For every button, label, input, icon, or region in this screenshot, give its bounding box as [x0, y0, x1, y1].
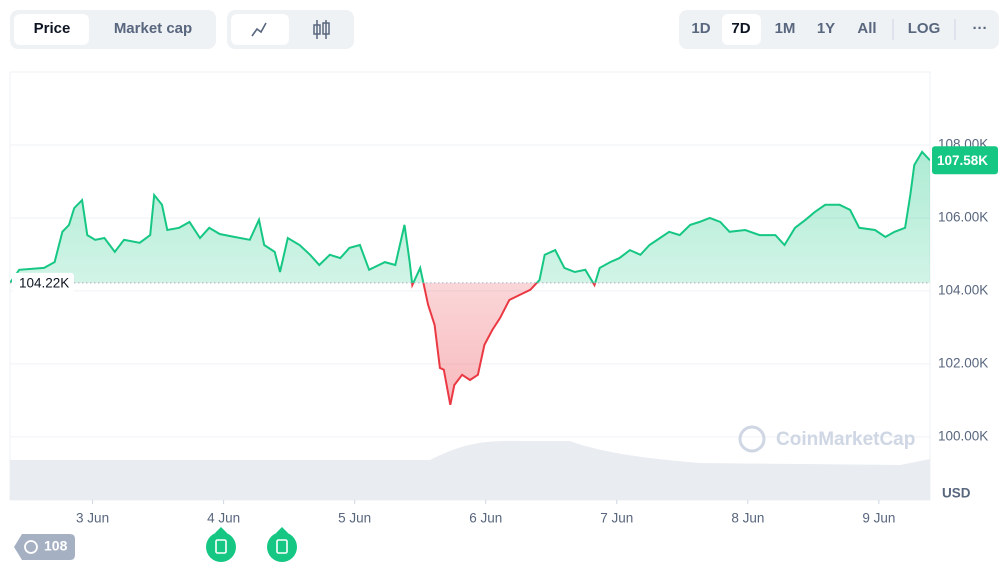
x-tick-label: 7 Jun — [600, 511, 633, 526]
y-tick-label: 106.00K — [938, 210, 988, 225]
y-tick-label: 102.00K — [938, 355, 988, 370]
marker-pointer — [276, 527, 288, 533]
volume-band — [10, 440, 930, 500]
chart-type-group — [227, 10, 354, 49]
price-line-below — [10, 282, 597, 405]
y-tick-label: 100.00K — [938, 428, 988, 443]
range-selected-bg — [722, 14, 761, 45]
baseline-label: 104.22K — [19, 275, 69, 290]
doc-icon — [276, 539, 288, 554]
price-line-above — [10, 150, 930, 283]
history-count: 108 — [44, 538, 68, 554]
range-1m[interactable]: 1M — [775, 20, 796, 37]
history-badge[interactable]: 108 — [14, 534, 75, 560]
line-icon — [251, 22, 267, 37]
range-group: 1D 7D 1M 1Y All LOG ··· — [679, 10, 999, 49]
news-marker[interactable] — [206, 532, 236, 562]
x-tick-label: 5 Jun — [338, 511, 371, 526]
tab-market-cap[interactable]: Market cap — [114, 20, 192, 37]
last-price-bg — [932, 146, 998, 175]
clock-icon — [24, 540, 38, 554]
news-markers — [206, 527, 297, 562]
more-button[interactable]: ··· — [973, 20, 988, 37]
candle-icon[interactable] — [313, 20, 330, 39]
doc-icon — [215, 539, 227, 554]
x-tick-label: 9 Jun — [862, 511, 895, 526]
baseline-label-bg — [12, 272, 74, 293]
area-below — [10, 282, 930, 405]
x-tick-label: 6 Jun — [469, 511, 502, 526]
tab-selected-bg — [14, 14, 89, 45]
area-above — [10, 151, 930, 283]
line-chart-button[interactable] — [231, 14, 289, 45]
y-unit: USD — [942, 486, 971, 501]
news-marker[interactable] — [267, 532, 297, 562]
x-tick-label: 8 Jun — [731, 511, 764, 526]
x-tick-label: 4 Jun — [207, 511, 240, 526]
watermark-logo — [738, 425, 766, 453]
range-1d[interactable]: 1D — [691, 20, 710, 37]
range-7d[interactable]: 7D — [731, 20, 750, 37]
tab-price[interactable]: Price — [34, 20, 71, 37]
log-button[interactable]: LOG — [908, 20, 941, 37]
x-tick-label: 3 Jun — [76, 511, 109, 526]
range-all[interactable]: All — [857, 20, 876, 37]
watermark: CoinMarketCap — [776, 429, 915, 450]
tab-group: Price Market cap — [10, 10, 216, 49]
range-1y[interactable]: 1Y — [817, 20, 835, 37]
y-tick-label: 104.00K — [938, 282, 988, 297]
last-price-label: 107.58K — [937, 153, 988, 168]
marker-pointer — [215, 527, 227, 533]
